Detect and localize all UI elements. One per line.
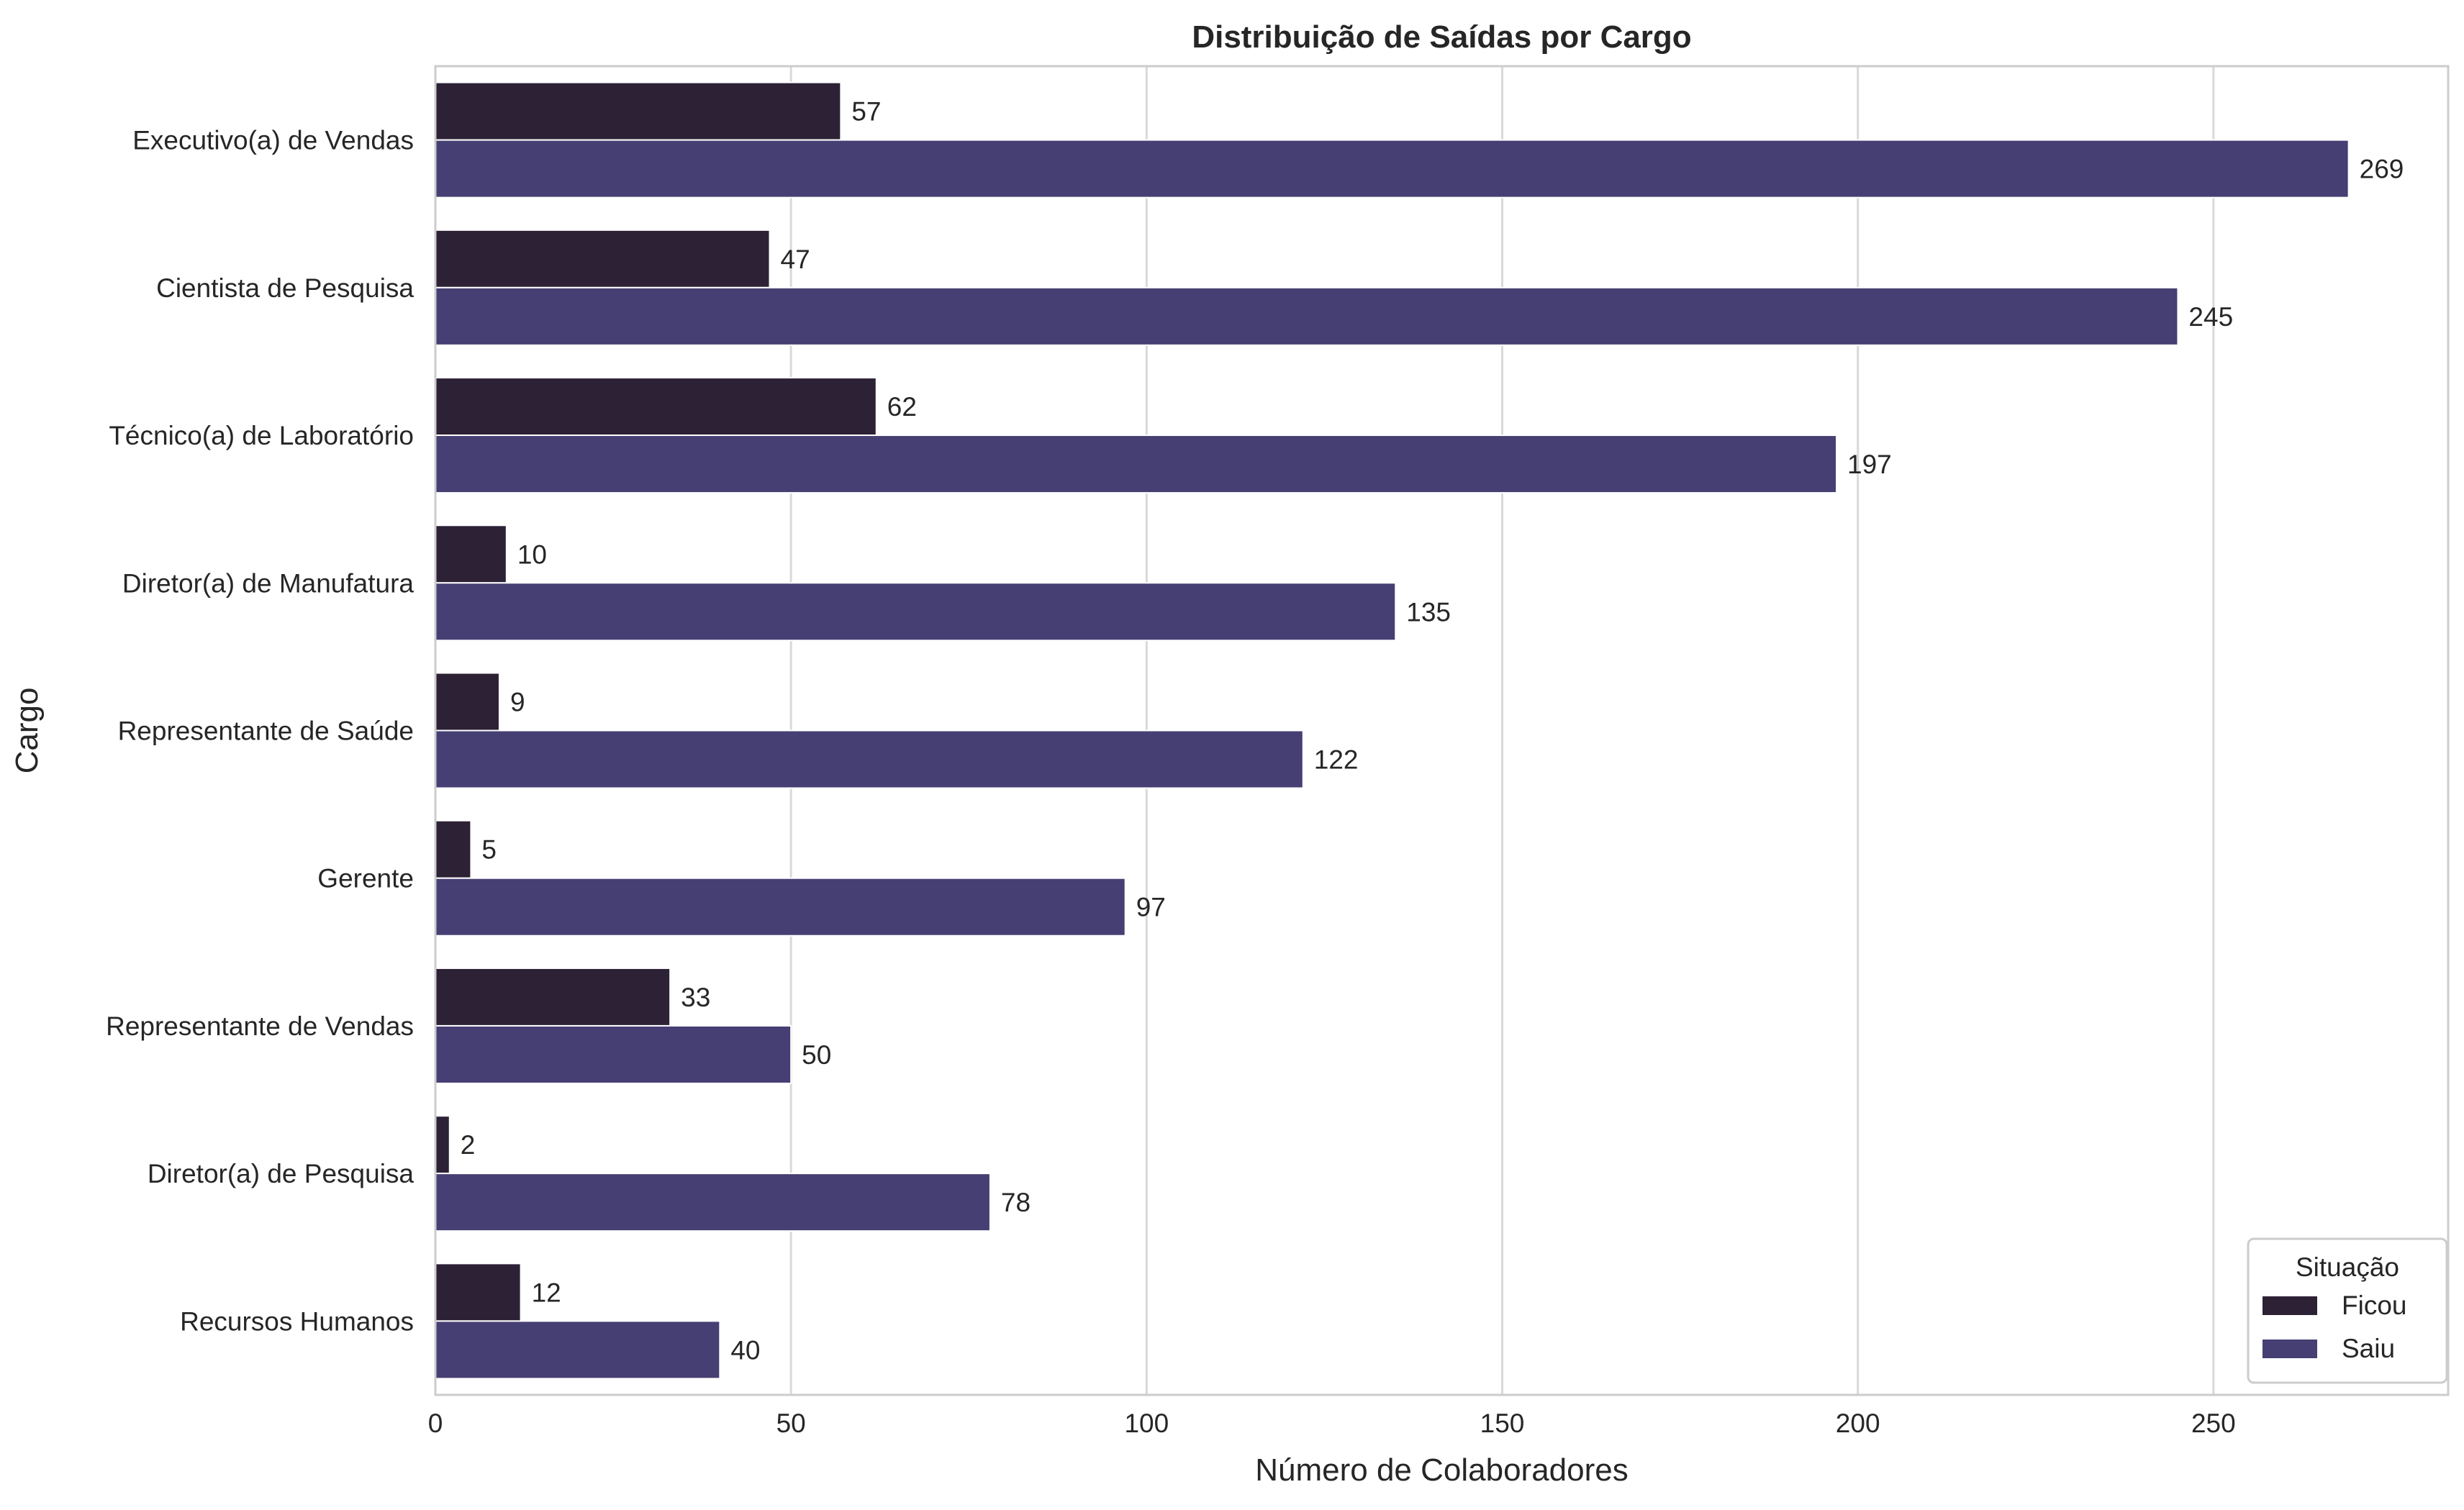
data-label: 9 [510, 688, 525, 717]
x-tick-label: 200 [1836, 1409, 1880, 1438]
legend-swatch-saiu [2263, 1340, 2317, 1358]
data-label: 5 [481, 835, 497, 865]
bar-ficou [435, 377, 877, 437]
bar-saiu [435, 729, 1304, 789]
y-tick-label: Representante de Vendas [106, 1011, 414, 1041]
legend: Situação Ficou Saiu [2247, 1237, 2448, 1384]
bar-ficou [435, 229, 771, 288]
data-label: 12 [532, 1278, 561, 1307]
x-axis-ticks: 0 50 100 150 200 250 [428, 1409, 2236, 1438]
bars [435, 81, 2350, 1380]
bar-ficou [435, 967, 671, 1027]
bar-saiu [435, 582, 1397, 642]
data-label: 47 [781, 245, 810, 274]
bar-ficou [435, 524, 507, 584]
data-label: 78 [1001, 1188, 1031, 1217]
data-label: 50 [802, 1040, 831, 1070]
x-tick-label: 50 [776, 1409, 806, 1438]
data-label: 10 [517, 540, 547, 569]
y-tick-label: Cientista de Pesquisa [156, 273, 414, 303]
data-label: 2 [461, 1130, 476, 1160]
bar-ficou [435, 672, 500, 732]
y-tick-label: Diretor(a) de Manufatura [122, 568, 415, 598]
data-label: 197 [1847, 450, 1892, 479]
x-tick-label: 250 [2191, 1409, 2236, 1438]
chart-title: Distribuição de Saídas por Cargo [1192, 19, 1691, 55]
data-label: 122 [1314, 745, 1359, 775]
data-label: 33 [681, 983, 710, 1012]
y-tick-label: Técnico(a) de Laboratório [109, 421, 414, 450]
data-label: 97 [1136, 893, 1166, 922]
x-tick-label: 100 [1124, 1409, 1169, 1438]
data-label: 269 [2360, 155, 2404, 184]
y-tick-label: Recursos Humanos [180, 1306, 414, 1336]
x-axis-label: Número de Colaboradores [1255, 1452, 1629, 1488]
data-label: 40 [730, 1335, 760, 1365]
legend-title: Situação [2296, 1252, 2399, 1282]
legend-swatch-ficou [2263, 1296, 2317, 1315]
data-labels: 57 269 47 245 62 197 10 135 9 122 5 97 33 50 2 78 12 40 [461, 97, 2404, 1365]
bar-saiu [435, 435, 1838, 494]
legend-items: Ficou Saiu [2263, 1291, 2406, 1363]
bar-ficou [435, 81, 842, 141]
bar-saiu [435, 877, 1126, 937]
y-tick-label: Executivo(a) de Vendas [132, 126, 414, 155]
data-label: 62 [887, 392, 917, 422]
y-axis-label: Cargo [9, 688, 45, 774]
y-tick-label: Diretor(a) de Pesquisa [148, 1159, 415, 1188]
y-tick-label: Gerente [317, 864, 414, 893]
data-label: 57 [851, 97, 881, 127]
bar-saiu [435, 139, 2350, 199]
y-tick-label: Representante de Saúde [118, 717, 414, 746]
data-label: 135 [1406, 597, 1451, 627]
data-label: 245 [2188, 302, 2233, 332]
bar-saiu [435, 286, 2179, 346]
legend-label-ficou: Ficou [2342, 1291, 2406, 1320]
y-axis-ticks: Executivo(a) de Vendas Cientista de Pesqu… [106, 126, 414, 1337]
plot-frame [434, 65, 2450, 1396]
bar-saiu [435, 1173, 991, 1232]
legend-label-saiu: Saiu [2342, 1334, 2395, 1363]
x-tick-label: 150 [1480, 1409, 1525, 1438]
bar-ficou [435, 819, 472, 879]
bar-ficou [435, 1263, 522, 1322]
x-tick-label: 0 [428, 1409, 443, 1438]
bar-ficou [435, 1115, 450, 1175]
bar-saiu [435, 1024, 792, 1084]
bar-saiu [435, 1320, 721, 1380]
